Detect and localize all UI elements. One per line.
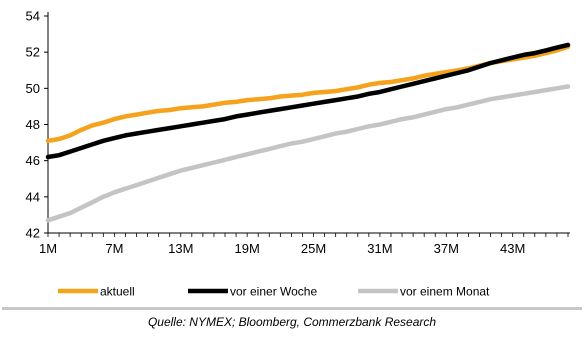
- y-tick-label: 44: [26, 189, 40, 204]
- x-tick-label: 13M: [168, 241, 193, 256]
- y-tick-label: 46: [26, 153, 40, 168]
- source-separator: [2, 307, 582, 310]
- y-tick-label: 48: [26, 117, 40, 132]
- y-tick-label: 52: [26, 45, 40, 60]
- x-tick-label: 31M: [367, 241, 392, 256]
- source-note: Quelle: NYMEX; Bloomberg, Commerzbank Re…: [147, 315, 437, 329]
- legend-label: aktuell: [100, 285, 135, 299]
- chart-axes: [47, 12, 570, 234]
- y-tick-label: 54: [26, 9, 40, 24]
- x-tick-label: 37M: [434, 241, 459, 256]
- x-tick-label: 25M: [301, 241, 326, 256]
- x-tick-label: 43M: [500, 241, 525, 256]
- y-tick-label: 42: [26, 226, 40, 241]
- x-axis-ticks: 1M 7M 13M 19M 25M 31M 37M 43M: [39, 233, 569, 256]
- x-tick-label: 7M: [105, 241, 123, 256]
- series-line-aktuell: [45, 44, 571, 144]
- legend-label: vor einer Woche: [230, 285, 317, 299]
- series-line-vor-einer-woche: [45, 42, 571, 160]
- y-axis-ticks: 42 44 46 48 50 52 54: [26, 9, 48, 241]
- legend: aktuell vor einer Woche vor einem Monat: [58, 285, 490, 299]
- y-tick-label: 50: [26, 81, 40, 96]
- x-tick-label: 19M: [235, 241, 260, 256]
- series-line-vor-einem-monat: [45, 84, 571, 223]
- legend-label: vor einem Monat: [400, 285, 490, 299]
- series-lines: [45, 42, 571, 223]
- x-tick-label: 1M: [39, 241, 57, 256]
